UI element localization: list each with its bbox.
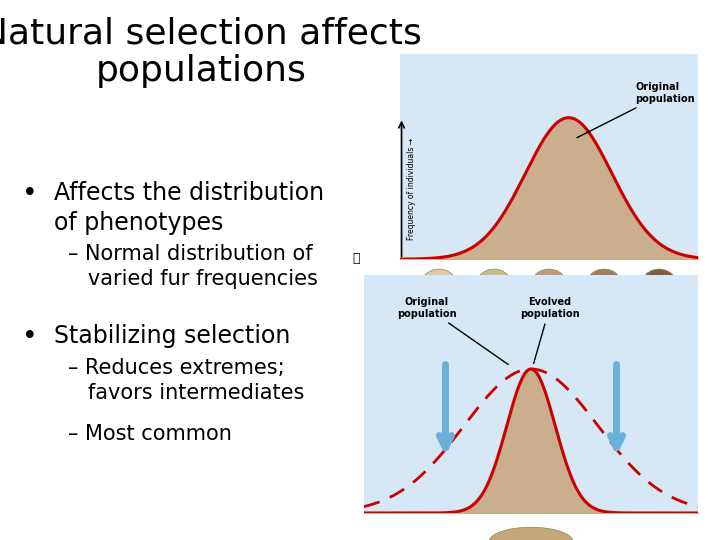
Text: – Most common: – Most common [68, 424, 233, 444]
Text: Original
population: Original population [397, 297, 508, 364]
Text: Stabilizing selection: Stabilizing selection [54, 324, 290, 348]
Text: Affects the distribution
of phenotypes: Affects the distribution of phenotypes [54, 181, 324, 234]
Text: Natural selection affects
populations: Natural selection affects populations [0, 16, 422, 88]
Ellipse shape [421, 269, 456, 300]
Ellipse shape [489, 527, 573, 540]
Text: Original
population: Original population [577, 82, 695, 138]
Text: – Reduces extremes;
   favors intermediates: – Reduces extremes; favors intermediates [68, 358, 305, 403]
Text: Frequency of individuals →: Frequency of individuals → [408, 137, 416, 240]
Text: Evolved
population: Evolved population [520, 297, 580, 363]
Ellipse shape [476, 269, 512, 300]
Text: ⥄: ⥄ [353, 252, 360, 265]
Ellipse shape [586, 269, 622, 300]
Text: – Normal distribution of
   varied fur frequencies: – Normal distribution of varied fur freq… [68, 244, 318, 289]
Ellipse shape [642, 269, 677, 300]
Text: Phenotypes (fur color): Phenotypes (fur color) [487, 286, 611, 296]
Ellipse shape [531, 269, 567, 300]
Text: •: • [22, 181, 37, 207]
Text: •: • [22, 324, 37, 350]
